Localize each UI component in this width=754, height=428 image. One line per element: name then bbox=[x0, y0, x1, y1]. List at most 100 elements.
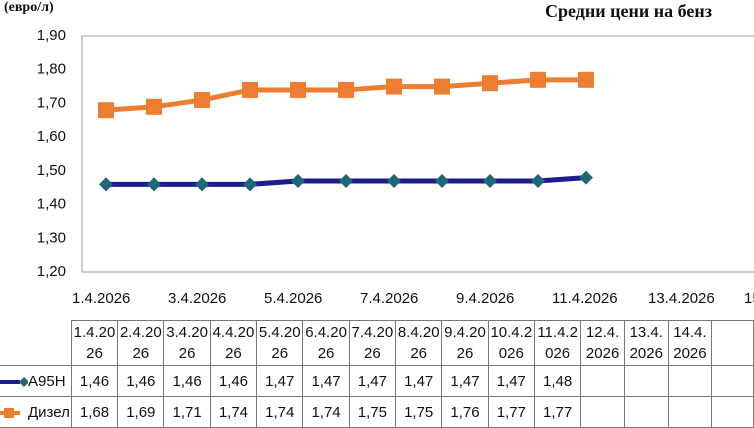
chart-title: Средни цени на бенз bbox=[545, 1, 712, 21]
marker bbox=[483, 173, 497, 188]
marker bbox=[243, 177, 257, 192]
marker bbox=[99, 177, 113, 192]
table-value bbox=[623, 365, 669, 397]
table-value: 1,75 bbox=[348, 396, 397, 428]
marker bbox=[98, 102, 114, 119]
x-tick-label: 7.4.2026 bbox=[360, 290, 418, 307]
y-tick-label: 1,80 bbox=[37, 61, 66, 78]
table-value: 1,47 bbox=[348, 365, 397, 397]
table-value: 1,46 bbox=[70, 365, 119, 397]
table-value: 1,68 bbox=[70, 396, 119, 428]
x-tick-label: 11.4.2026 bbox=[552, 290, 618, 307]
x-tick-label: 13.4.2026 bbox=[648, 290, 715, 307]
x-tick-label: 9.4.2026 bbox=[456, 290, 514, 307]
marker bbox=[530, 71, 546, 88]
table-corner bbox=[0, 321, 71, 366]
y-tick-label: 1,50 bbox=[37, 162, 66, 179]
table-value bbox=[667, 365, 713, 397]
marker bbox=[387, 173, 401, 188]
marker bbox=[434, 78, 450, 95]
table-value bbox=[711, 396, 754, 428]
table-value: 1,46 bbox=[209, 365, 258, 397]
y-tick-label: 1,30 bbox=[37, 229, 66, 246]
legend-item: A95H bbox=[0, 365, 72, 397]
legend-label: A95H bbox=[28, 372, 66, 390]
y-axis-label: (евро/л) bbox=[4, 0, 54, 15]
y-tick-label: 1,60 bbox=[37, 128, 66, 145]
y-tick-label: 1,20 bbox=[37, 263, 66, 280]
marker bbox=[579, 170, 593, 185]
table-value bbox=[667, 396, 713, 428]
table-column-header: 4.4.2026 bbox=[209, 320, 258, 366]
table-value: 1,47 bbox=[441, 365, 489, 397]
y-tick-label: 1,40 bbox=[37, 196, 66, 213]
table-column-header: 10.4.2026 bbox=[487, 320, 535, 366]
x-tick-label: 3.4.2026 bbox=[168, 290, 226, 307]
marker bbox=[147, 177, 161, 192]
table-value: 1,75 bbox=[395, 396, 443, 428]
table-column-header: 9.4.2026 bbox=[441, 320, 489, 366]
table-column-header: 14.4.2026 bbox=[667, 320, 713, 366]
table-value bbox=[711, 365, 754, 397]
x-tick-label: 15 bbox=[744, 290, 754, 307]
table-value bbox=[623, 396, 669, 428]
table-column-header: 5.4.2026 bbox=[256, 320, 304, 366]
legend-label: Дизел bbox=[28, 403, 70, 421]
legend-item: Дизел bbox=[0, 396, 72, 428]
table-column-header bbox=[711, 320, 754, 366]
marker bbox=[291, 173, 305, 188]
table-value: 1,46 bbox=[163, 365, 211, 397]
table-value: 1,47 bbox=[487, 365, 535, 397]
table-value: 1,48 bbox=[533, 365, 582, 397]
x-tick-label: 5.4.2026 bbox=[264, 290, 322, 307]
y-tick-label: 1,90 bbox=[37, 27, 66, 44]
table-value: 1,74 bbox=[209, 396, 258, 428]
marker bbox=[531, 173, 545, 188]
table-row: A95H 1,46 1,46 1,46 1,46 1,47 1,47 1,47 1,47 1,47… bbox=[0, 365, 754, 397]
table-value: 1,74 bbox=[302, 396, 350, 428]
marker bbox=[194, 92, 210, 109]
marker bbox=[290, 81, 306, 98]
table-value: 1,77 bbox=[487, 396, 535, 428]
marker bbox=[578, 71, 594, 88]
marker bbox=[338, 81, 354, 98]
table-value: 1,47 bbox=[395, 365, 443, 397]
table-value: 1,77 bbox=[533, 396, 582, 428]
marker bbox=[482, 75, 498, 92]
table-column-header: 3.4.2026 bbox=[163, 320, 211, 366]
table-value: 1,47 bbox=[256, 365, 304, 397]
table-column-header: 7.4.2026 bbox=[348, 320, 397, 366]
chart: (евро/л) Средни цени на бенз 1,20 1,30 1,4… bbox=[4, 0, 754, 307]
table-value: 1,74 bbox=[256, 396, 304, 428]
table-value: 1,69 bbox=[117, 396, 165, 428]
data-table: 1.4.2026 2.4.2026 3.4.2026 4.4.2026 5.4.2026… bbox=[0, 320, 754, 428]
legend-symbol bbox=[0, 376, 29, 387]
table-column-header: 1.4.2026 bbox=[70, 320, 119, 366]
table-header-row: 1.4.2026 2.4.2026 3.4.2026 4.4.2026 5.4.2026… bbox=[0, 320, 754, 366]
marker bbox=[435, 173, 449, 188]
table-column-header: 12.4.2026 bbox=[580, 320, 625, 366]
marker bbox=[242, 81, 258, 98]
y-tick-label: 1,70 bbox=[37, 94, 66, 111]
table-column-header: 11.4.2026 bbox=[533, 320, 582, 366]
marker bbox=[195, 177, 209, 192]
legend-marker bbox=[19, 376, 29, 387]
table-value: 1,46 bbox=[117, 365, 165, 397]
marker bbox=[146, 98, 162, 115]
table-column-header: 13.4.2026 bbox=[623, 320, 669, 366]
plot-border bbox=[81, 35, 754, 273]
table-value: 1,71 bbox=[163, 396, 211, 428]
table-value bbox=[580, 396, 625, 428]
table-column-header: 8.4.2026 bbox=[395, 320, 443, 366]
table-row: Дизел 1,68 1,69 1,71 1,74 1,74 1,74 1,75 1,75 1,7… bbox=[0, 396, 754, 428]
legend-marker bbox=[4, 407, 14, 418]
table-value: 1,47 bbox=[302, 365, 350, 397]
x-tick-label: 1.4.2026 bbox=[72, 290, 130, 307]
table-value: 1,76 bbox=[441, 396, 489, 428]
legend-symbol bbox=[0, 407, 20, 418]
table-value bbox=[580, 365, 625, 397]
table-column-header: 6.4.2026 bbox=[302, 320, 350, 366]
marker bbox=[386, 78, 402, 95]
table-column-header: 2.4.2026 bbox=[117, 320, 165, 366]
